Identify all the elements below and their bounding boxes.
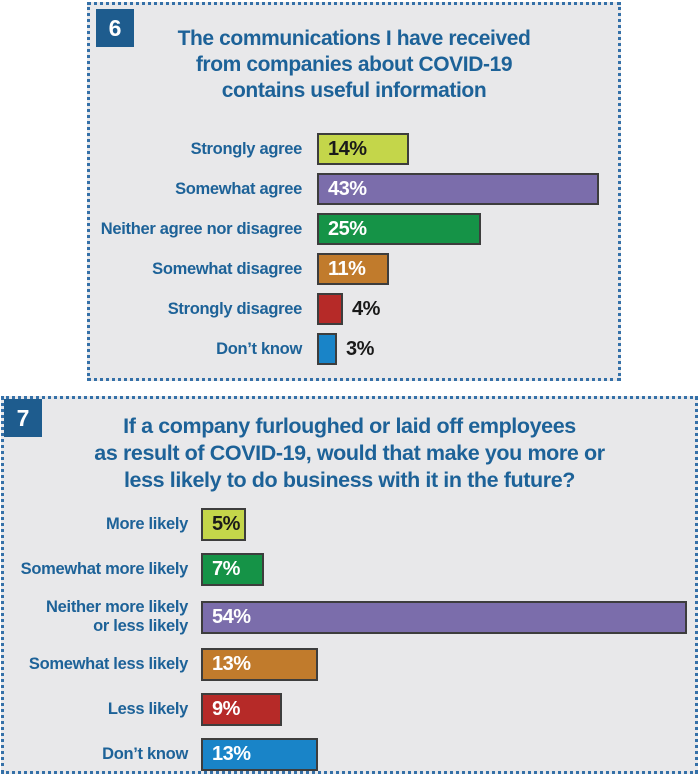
bar: 9% [201, 693, 282, 726]
bar: 13% [201, 648, 318, 681]
category-label: Don’t know [216, 339, 302, 358]
bar: 11% [317, 253, 389, 285]
chart-row: Somewhat less likely 13% [4, 648, 695, 681]
chart-panel-7: 7 If a company furloughed or laid off em… [1, 396, 698, 774]
value-label: 13% [212, 653, 251, 675]
category-label: Strongly disagree [167, 299, 303, 318]
value-label: 11% [328, 257, 366, 280]
value-label: 5% [212, 513, 240, 535]
chart-row: Less likely 9% [4, 693, 695, 726]
chart-row: Neither agree nor disagree 25% [90, 213, 618, 245]
value-label: 43% [328, 177, 367, 200]
bar: 13% [201, 738, 318, 771]
bar: 5% [201, 508, 246, 541]
bar: 54% [201, 600, 687, 634]
category-label: Somewhat less likely [28, 655, 188, 673]
chart-panel-6: 6 The communications I have received fro… [87, 2, 621, 381]
title-line: contains useful information [221, 79, 487, 102]
value-label: 14% [328, 137, 367, 160]
category-label: Neither agree nor disagree [100, 219, 303, 238]
chart-row: Somewhat agree 43% [90, 173, 618, 205]
bar: 43% [317, 173, 599, 205]
panel-number-badge: 6 [96, 9, 134, 47]
category-label: Neither more likely or less likely [46, 598, 188, 635]
chart-title: The communications I have received from … [90, 26, 618, 104]
panel-number-badge: 7 [4, 399, 42, 437]
title-line: less likely to do business with it in th… [123, 468, 576, 492]
chart-row: Strongly agree 14% [90, 133, 618, 165]
value-label: 25% [328, 217, 367, 240]
category-label: More likely [106, 515, 188, 533]
chart-row: Somewhat disagree 11% [90, 253, 618, 285]
chart-row: Somewhat more likely 7% [4, 553, 695, 586]
title-line: from companies about COVID-19 [195, 53, 513, 76]
value-label: 9% [212, 698, 240, 720]
category-label: Strongly agree [190, 139, 303, 158]
chart-row: Neither more likely or less likely 54% [4, 598, 695, 636]
chart-title: If a company furloughed or laid off empl… [4, 413, 695, 494]
chart-rows: More likely 5% Somewhat more likely 7% Neith… [4, 508, 695, 771]
category-label: Don’t know [102, 745, 188, 763]
value-label: 54% [212, 605, 251, 628]
bar [317, 333, 337, 365]
bar: 7% [201, 553, 264, 586]
value-label: 4% [352, 297, 380, 320]
category-label: Somewhat more likely [20, 560, 189, 578]
category-label: Somewhat disagree [152, 259, 302, 278]
title-line: If a company furloughed or laid off empl… [123, 414, 576, 438]
category-label: Less likely [107, 700, 188, 718]
bar: 25% [317, 213, 481, 245]
value-label: 3% [346, 337, 374, 360]
chart-rows: Strongly agree 14% Somewhat agree 43% Neithe… [90, 133, 618, 365]
value-label: 13% [212, 743, 251, 765]
bar: 14% [317, 133, 409, 165]
title-line: as result of COVID-19, would that make y… [94, 441, 605, 465]
chart-row: Don’t know 3% [90, 333, 618, 365]
title-line: The communications I have received [177, 27, 531, 50]
category-label: Somewhat agree [175, 179, 302, 198]
chart-row: More likely 5% [4, 508, 695, 541]
bar [317, 293, 343, 325]
chart-row: Strongly disagree 4% [90, 293, 618, 325]
chart-row: Don’t know 13% [4, 738, 695, 771]
value-label: 7% [212, 558, 240, 580]
